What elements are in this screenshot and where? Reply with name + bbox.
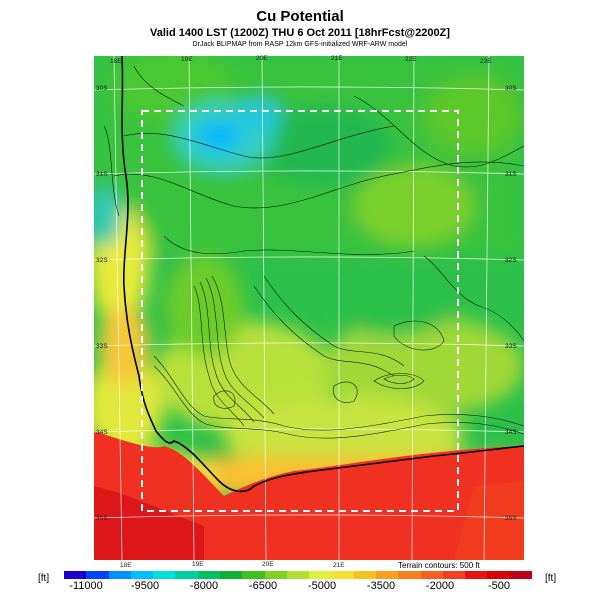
legend-swatch (175, 571, 198, 579)
legend-swatch (264, 571, 287, 579)
lon-label: 19E (181, 56, 193, 63)
lat-label: 33S (96, 343, 108, 350)
legend-swatch (465, 571, 488, 579)
legend-swatch (353, 571, 376, 579)
legend-swatch (86, 571, 109, 579)
legend-tick-label: -5000 (307, 580, 337, 592)
legend-tick-label: -3500 (366, 580, 396, 592)
color-legend (64, 571, 532, 579)
lat-label: 31S (96, 171, 108, 178)
legend-unit-left: [ft] (38, 573, 50, 584)
legend-tick-label: -9500 (130, 580, 160, 592)
lat-label: 32S (505, 257, 517, 264)
lon-label: 18E (120, 562, 132, 569)
color-field (94, 56, 524, 560)
terrain-contours (103, 65, 524, 439)
chart-title: Cu Potential (256, 8, 344, 25)
legend-swatch (108, 571, 131, 579)
chart-subtitle: Valid 1400 LST (1200Z) THU 6 Oct 2011 [1… (150, 27, 450, 39)
lon-label: 21E (331, 55, 343, 62)
legend-swatch (442, 571, 466, 579)
lon-label: 21E (333, 562, 345, 569)
legend-swatch (420, 571, 443, 579)
lon-label: 20E (262, 561, 274, 568)
legend-tick-label: -11000 (69, 580, 103, 592)
legend-swatch (331, 571, 354, 579)
legend-tick-label: -6500 (248, 580, 278, 592)
lat-label: 35S (505, 515, 517, 522)
legend-unit-right: [ft] (545, 573, 557, 584)
lat-label: 32S (96, 257, 108, 264)
legend-tick-label: -8000 (189, 580, 219, 592)
lon-label: 23E (480, 58, 492, 65)
lat-label: 35S (96, 515, 108, 522)
legend-tick-label: -2000 (425, 580, 455, 592)
lat-lon-grid (94, 56, 524, 560)
legend-swatch (398, 571, 421, 579)
lon-label: 22E (405, 56, 417, 63)
lat-label: 31S (505, 171, 517, 178)
legend-swatch (153, 571, 176, 579)
legend-tick-label: -500 (487, 580, 511, 592)
lat-label: 34S (505, 429, 517, 436)
lon-label: 20E (256, 55, 268, 62)
legend-swatch (286, 571, 310, 579)
legend-swatch (375, 571, 399, 579)
lat-label: 34S (96, 429, 108, 436)
legend-swatch (509, 571, 532, 579)
legend-swatch (487, 571, 510, 579)
lat-label: 33S (505, 343, 517, 350)
lon-label: 18E (110, 58, 122, 65)
legend-swatch (242, 571, 265, 579)
legend-swatch (219, 571, 243, 579)
coastline (121, 56, 524, 493)
legend-swatch (197, 571, 220, 579)
cu-potential-map (94, 56, 524, 560)
legend-swatch (64, 571, 87, 579)
legend-swatch (309, 571, 332, 579)
lat-label: 30S (505, 85, 517, 92)
lon-label: 19E (192, 561, 204, 568)
chart-credit: DrJack BLIPMAP from RASP 12km GFS-initia… (192, 41, 408, 48)
terrain-note: Terrain contours: 500 ft (398, 561, 480, 570)
legend-swatch (130, 571, 154, 579)
inner-domain-box (141, 110, 459, 512)
lat-label: 30S (96, 85, 108, 92)
